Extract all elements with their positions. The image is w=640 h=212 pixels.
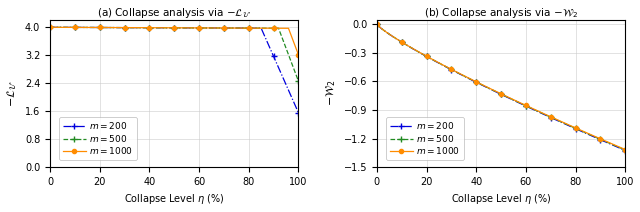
$m = 500$ — [435, 62, 443, 64]
$m = 200$ — [46, 26, 54, 29]
Line: $m = 1000$: $m = 1000$ — [48, 25, 301, 57]
$m = 200$ — [195, 27, 203, 29]
$m = 500$ — [108, 26, 116, 29]
$m = 500$ — [522, 105, 530, 107]
$m = 1000$ — [547, 116, 555, 118]
$m = 200$ — [547, 116, 555, 119]
$m = 200$ — [390, 36, 398, 39]
$m = 1000$ — [390, 36, 398, 39]
$m = 500$ — [487, 88, 495, 91]
Y-axis label: $-\mathcal{W}_2$: $-\mathcal{W}_2$ — [324, 80, 338, 106]
$m = 500$ — [547, 116, 555, 119]
Line: $m = 200$: $m = 200$ — [373, 21, 628, 154]
Line: $m = 200$: $m = 200$ — [47, 24, 302, 116]
$m = 200$ — [63, 26, 71, 29]
$m = 1000$ — [621, 148, 629, 151]
$m = 500$ — [220, 27, 228, 29]
$m = 1000$ — [232, 27, 240, 29]
Legend: $m = 200$, $m = 500$, $m = 1000$: $m = 200$, $m = 500$, $m = 1000$ — [387, 117, 464, 160]
$m = 200$ — [161, 26, 168, 29]
$m = 200$ — [108, 26, 116, 29]
Line: $m = 500$: $m = 500$ — [373, 21, 628, 153]
$m = 1000$ — [220, 27, 228, 29]
$m = 500$ — [195, 27, 203, 29]
$m = 1000$ — [294, 53, 302, 56]
$m = 200$ — [220, 27, 228, 29]
$m = 500$ — [559, 121, 567, 124]
X-axis label: Collapse Level $\eta$ (%): Collapse Level $\eta$ (%) — [451, 192, 552, 206]
$m = 200$ — [487, 88, 495, 91]
$m = 200$ — [621, 149, 629, 152]
$m = 1000$ — [487, 88, 495, 90]
Title: (a) Collapse analysis via $-\mathcal{L}_\mathcal{U}$: (a) Collapse analysis via $-\mathcal{L}_… — [97, 6, 252, 20]
$m = 200$ — [294, 112, 302, 114]
$m = 1000$ — [559, 121, 567, 124]
$m = 1000$ — [373, 23, 381, 26]
Title: (b) Collapse analysis via $-\mathcal{W}_2$: (b) Collapse analysis via $-\mathcal{W}_… — [424, 6, 578, 20]
$m = 200$ — [232, 27, 240, 29]
$m = 1000$ — [63, 26, 71, 29]
$m = 500$ — [621, 149, 629, 151]
$m = 500$ — [373, 23, 381, 26]
$m = 500$ — [63, 26, 71, 29]
$m = 1000$ — [435, 62, 443, 64]
$m = 500$ — [294, 80, 302, 82]
$m = 1000$ — [161, 26, 168, 29]
$m = 200$ — [435, 62, 443, 64]
X-axis label: Collapse Level $\eta$ (%): Collapse Level $\eta$ (%) — [124, 192, 225, 206]
Y-axis label: $-\mathcal{L}_\mathcal{U}$: $-\mathcal{L}_\mathcal{U}$ — [6, 80, 19, 107]
$m = 1000$ — [522, 104, 530, 107]
Legend: $m = 200$, $m = 500$, $m = 1000$: $m = 200$, $m = 500$, $m = 1000$ — [60, 117, 137, 160]
$m = 200$ — [559, 122, 567, 124]
$m = 500$ — [390, 36, 398, 39]
$m = 500$ — [161, 26, 168, 29]
$m = 1000$ — [195, 27, 203, 29]
$m = 1000$ — [46, 26, 54, 29]
$m = 200$ — [522, 105, 530, 107]
Line: $m = 1000$: $m = 1000$ — [375, 22, 627, 152]
Line: $m = 500$: $m = 500$ — [47, 24, 302, 85]
$m = 200$ — [373, 23, 381, 26]
$m = 500$ — [46, 26, 54, 29]
$m = 500$ — [232, 27, 240, 29]
$m = 1000$ — [108, 26, 116, 29]
